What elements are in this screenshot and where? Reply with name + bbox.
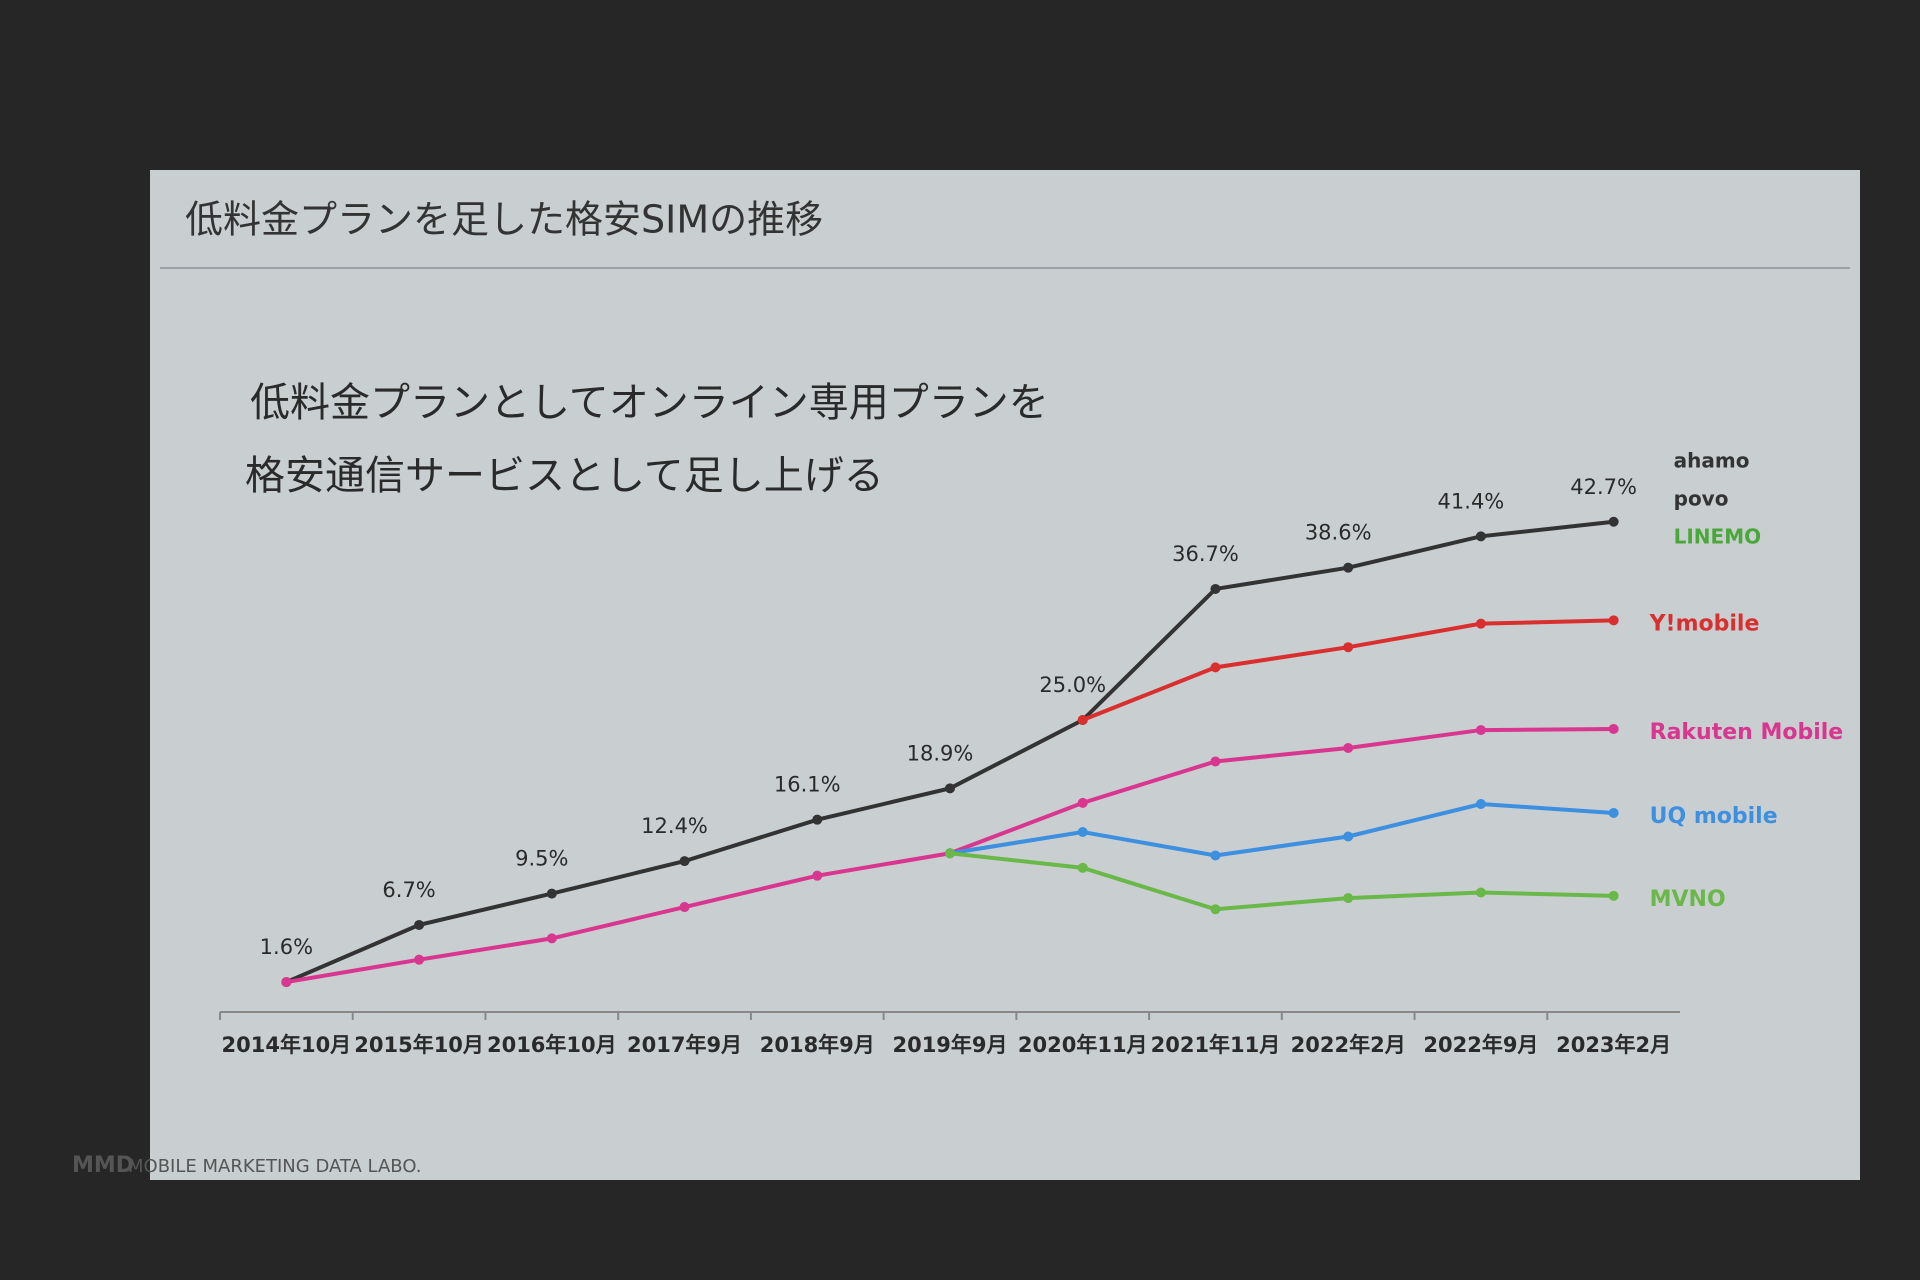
subtitle-line: 低料金プランとしてオンライン専用プランを [250,380,1049,426]
footer-logo: MMD [72,1153,134,1178]
data-point [679,902,690,913]
data-point [1475,725,1486,736]
data-point [1475,618,1486,629]
series-line [949,851,1614,912]
data-point [546,888,557,899]
x-tick-label: 2016年10月 [487,1033,617,1057]
slide-title: 低料金プランを足した格安SIMの推移 [185,198,823,242]
data-point [1210,904,1221,915]
data-point [1608,723,1619,734]
data-point [1077,715,1088,725]
data-point [945,848,955,859]
data-label: 36.7% [1172,542,1239,566]
data-label: 25.0% [1039,673,1106,697]
x-tick-label: 2017年9月 [627,1033,742,1057]
data-point [945,783,955,794]
data-label: 9.5% [515,847,568,871]
series-label: UQ mobile [1650,804,1778,829]
data-point [1608,516,1619,527]
data-point [1343,642,1354,653]
data-point [1475,887,1486,898]
data-point [1343,831,1354,842]
x-tick-label: 2022年2月 [1291,1033,1406,1057]
x-tick-label: 2023年2月 [1556,1033,1671,1057]
data-point [1077,827,1088,837]
x-tick-label: 2015年10月 [354,1033,484,1057]
slide [150,170,1860,1180]
x-tick-label: 2018年9月 [760,1033,875,1057]
data-label: 6.7% [382,878,435,902]
data-point [281,977,292,988]
data-point [1077,862,1088,873]
data-point [1210,850,1221,861]
data-point [1077,797,1088,808]
x-tick-label: 2014年10月 [222,1033,352,1057]
subtitle-line: 格安通信サービスとして足し上げる [245,453,884,499]
data-point [679,856,690,867]
data-point [1210,583,1221,594]
data-point [1608,890,1619,901]
data-point [414,919,425,930]
data-point [1608,615,1619,626]
footer-text: MOBILE MARKETING DATA LABO. [128,1156,421,1177]
data-point [812,870,823,881]
series-label: MVNO [1650,887,1726,912]
data-point [812,814,823,825]
data-point [1210,756,1221,767]
data-label: 38.6% [1305,521,1372,545]
data-label: 16.1% [774,773,841,797]
series-label: Y!mobile [1649,611,1760,636]
x-tick-label: 2020年11月 [1018,1033,1148,1057]
series-label: LINEMO [1674,524,1762,548]
series-label: Rakuten Mobile [1650,720,1844,745]
data-point [1475,531,1486,542]
data-label: 41.4% [1438,489,1505,513]
data-point [1608,807,1619,818]
data-point [414,954,425,965]
data-point [1343,743,1354,753]
x-tick-label: 2019年9月 [892,1033,1007,1057]
series-label: povo [1674,486,1729,510]
data-label: 18.9% [907,741,974,765]
data-point [546,933,557,944]
series-label: ahamo [1674,448,1750,472]
data-point [1343,893,1354,904]
data-point [1343,562,1354,573]
x-tick-label: 2021年11月 [1151,1033,1281,1057]
x-tick-label: 2022年9月 [1423,1033,1538,1057]
data-label: 42.7% [1570,475,1637,499]
data-point [1475,799,1486,809]
data-point [1210,662,1221,673]
series-line [949,801,1614,858]
data-label: 1.6% [260,935,313,959]
data-label: 12.4% [641,814,708,838]
